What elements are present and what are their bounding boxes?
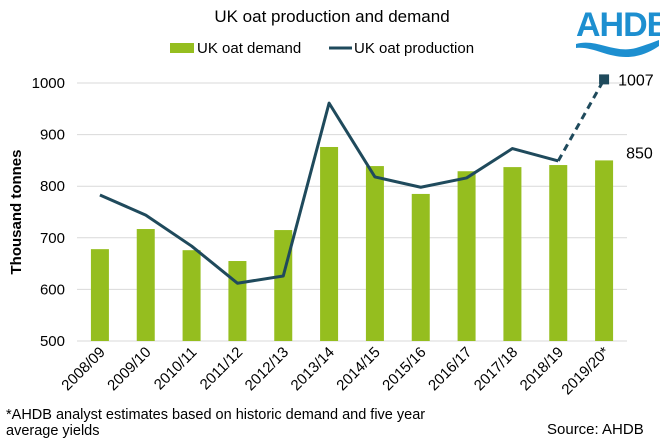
demand-bar <box>503 167 522 341</box>
legend-swatch-demand <box>170 43 194 53</box>
x-tick-label: 2014/15 <box>333 344 383 394</box>
demand-bar <box>320 146 339 341</box>
demand-bar <box>365 166 384 341</box>
demand-bar <box>549 165 568 341</box>
y-tick-label: 800 <box>40 178 65 195</box>
y-tick-label: 700 <box>40 230 65 247</box>
x-tick-label: 2010/11 <box>151 344 201 394</box>
footnote: *AHDB analyst estimates based on histori… <box>6 407 426 439</box>
production-forecast-marker <box>599 74 610 85</box>
gridlines <box>77 82 627 342</box>
demand-bars <box>90 146 614 341</box>
demand-bar <box>182 250 201 341</box>
x-tick-label: 2009/10 <box>104 344 154 394</box>
annotation-demand-850: 850 <box>626 145 653 162</box>
annotation-production-1007: 1007 <box>618 72 654 89</box>
demand-bar <box>136 229 155 341</box>
legend-label-production: UK oat production <box>354 40 474 57</box>
x-tick-labels: 2008/092009/102010/112011/122012/132013/… <box>58 344 613 399</box>
x-tick-label: 2012/13 <box>242 344 292 394</box>
x-tick-label: 2019/20* <box>558 344 613 399</box>
logo-text: AHDB <box>576 6 660 44</box>
y-tick-label: 1000 <box>32 75 65 92</box>
y-tick-label: 600 <box>40 281 65 298</box>
x-tick-label: 2011/12 <box>197 344 247 394</box>
production-line-solid <box>99 101 559 285</box>
x-tick-label: 2013/14 <box>288 344 338 394</box>
production-line-dashed <box>556 78 606 162</box>
x-tick-label: 2017/18 <box>471 344 521 394</box>
demand-bar <box>90 249 109 341</box>
annotations: 1007 850 <box>618 72 654 162</box>
y-tick-label: 500 <box>40 333 65 350</box>
x-tick-label: 2015/16 <box>379 344 429 394</box>
legend-label-demand: UK oat demand <box>197 40 301 57</box>
logo-wave-icon <box>576 40 659 57</box>
chart-title: UK oat production and demand <box>214 7 449 26</box>
y-axis-label: Thousand tonnes <box>8 150 25 275</box>
x-tick-label: 2016/17 <box>425 344 475 394</box>
y-tick-labels: 500 600 700 800 900 1000 <box>32 75 65 350</box>
source-label: Source: AHDB <box>547 421 644 438</box>
x-tick-label: 2008/09 <box>58 344 108 394</box>
y-tick-label: 900 <box>40 127 65 144</box>
demand-bar <box>228 261 247 341</box>
demand-bar <box>411 193 430 341</box>
demand-bar <box>457 171 476 341</box>
demand-bar <box>595 160 614 341</box>
production-line <box>99 74 610 285</box>
ahdb-logo: AHDB <box>576 6 660 57</box>
legend: UK oat demand UK oat production <box>170 40 474 57</box>
